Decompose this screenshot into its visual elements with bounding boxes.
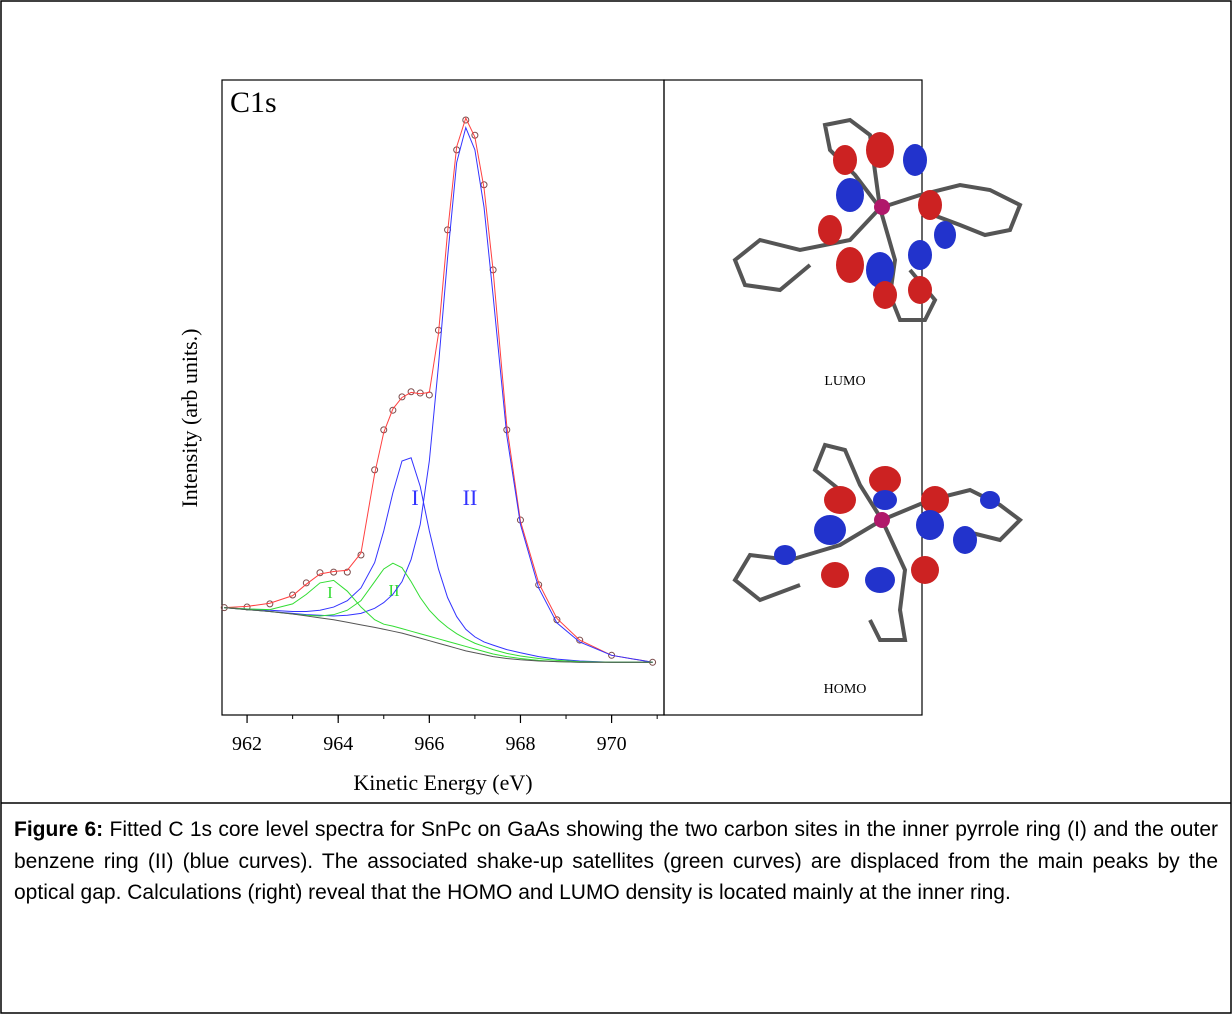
series-line [224,580,652,662]
caption: Figure 6: Fitted C 1s core level spectra… [14,814,1218,909]
orbital-label: LUMO [824,374,865,389]
y-axis-label: Intensity (arb units.) [177,328,202,507]
page: C1s Kinetic Energy (eV) Intensity (arb u… [0,0,1232,1014]
series-line [224,118,652,662]
x-tick-label: 966 [414,733,444,755]
x-tick-label: 970 [597,733,627,755]
caption-text: Fitted C 1s core level spectra for SnPc … [14,818,1218,904]
peak-label: I [411,485,418,510]
peak-label: II [463,485,478,510]
panel-frame [664,80,922,715]
chart-title: C1s [230,86,277,119]
caption-label: Figure 6: [14,818,103,841]
x-tick-label: 962 [232,733,262,755]
x-axis-label: Kinetic Energy (eV) [353,770,532,795]
x-tick-label: 968 [505,733,535,755]
plot-frame [222,80,664,715]
orbital-label: HOMO [824,682,867,697]
lumo-orbitals [818,132,956,309]
data-point [317,570,323,576]
series-line [224,128,652,663]
series-line [224,608,652,663]
series-line [224,458,652,662]
satellite-label: I [327,583,333,602]
x-tick-label: 964 [323,733,353,755]
